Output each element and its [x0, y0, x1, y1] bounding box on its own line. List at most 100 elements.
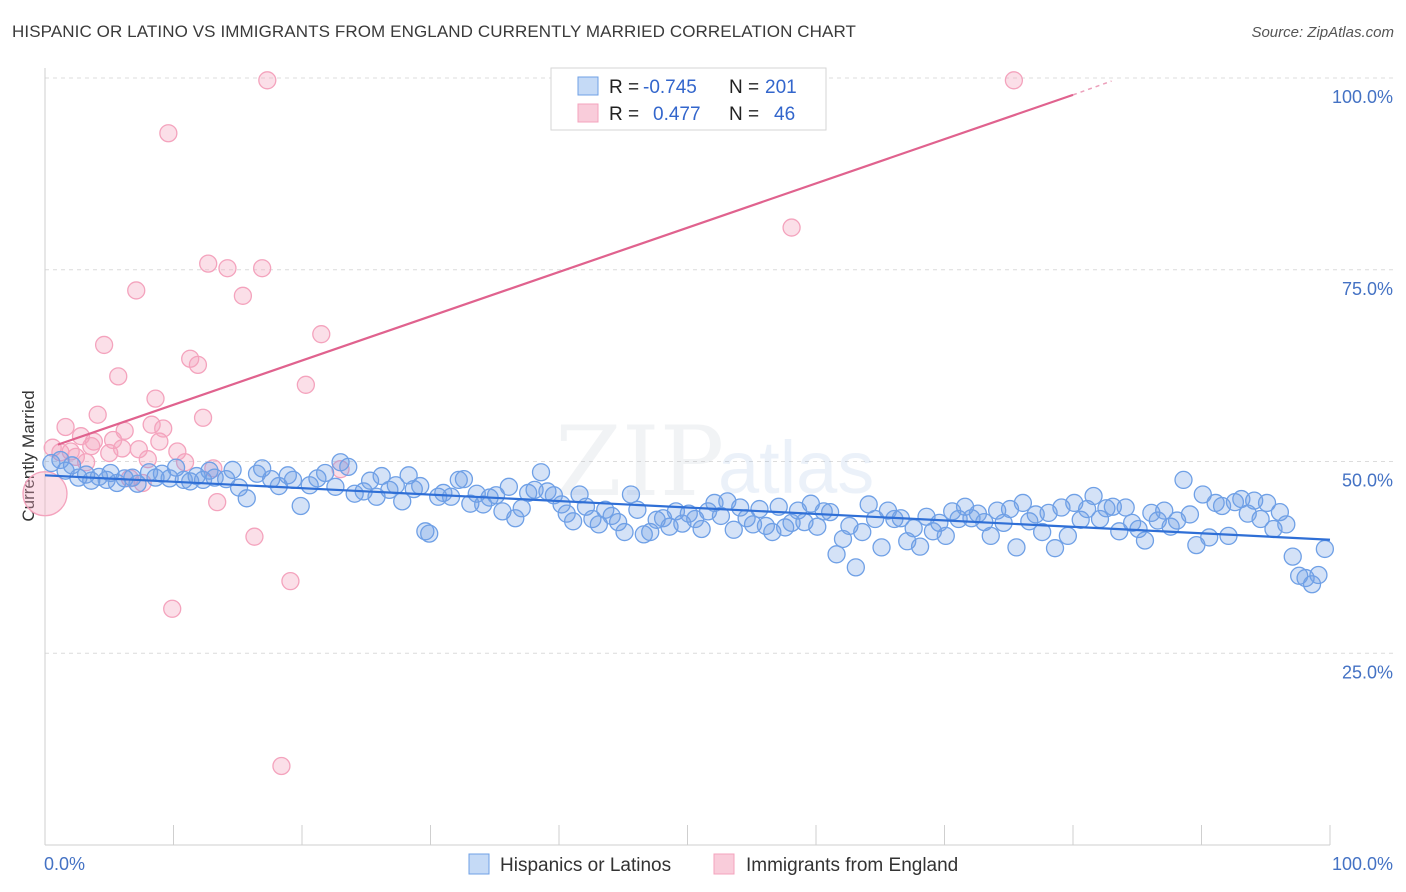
point-hispanic	[731, 498, 750, 517]
point-hispanic	[512, 499, 531, 518]
series-legend: Hispanics or Latinos Immigrants from Eng…	[468, 853, 958, 876]
point-england	[88, 405, 107, 424]
grid-lines	[45, 77, 1395, 654]
point-hispanic	[1251, 509, 1270, 529]
point-england	[193, 408, 213, 427]
y-tick-label: 75.0%	[1342, 279, 1393, 299]
y-tick-label: 50.0%	[1342, 471, 1393, 491]
point-hispanic	[808, 517, 827, 536]
point-hispanic	[1033, 522, 1052, 542]
point-hispanic	[339, 457, 358, 477]
legend-swatch-england	[713, 853, 735, 875]
point-hispanic	[291, 496, 310, 516]
watermark-atlas: atlas	[718, 426, 874, 509]
point-england	[94, 335, 114, 355]
point-hispanic	[1116, 498, 1135, 517]
point-england	[112, 439, 132, 458]
point-england	[175, 453, 195, 472]
legend-r-value-1: -0.745	[643, 77, 697, 98]
point-england	[56, 417, 75, 437]
point-hispanic	[486, 486, 506, 505]
point-hispanic	[1200, 528, 1219, 547]
y-tick-labels: 25.0% 50.0% 75.0% 100.0%	[1332, 87, 1393, 682]
point-england	[188, 355, 208, 375]
point-hispanic	[461, 494, 480, 513]
point-hispanic	[1180, 505, 1200, 524]
point-england	[296, 375, 316, 394]
point-england	[233, 286, 253, 305]
series-immigrants-from-england	[22, 71, 1024, 776]
legend-n-value-2: 46	[774, 104, 795, 125]
point-england	[159, 124, 178, 143]
point-england	[109, 367, 128, 386]
point-hispanic	[454, 469, 474, 489]
point-england	[281, 572, 300, 591]
legend-n-label-1: N =	[729, 77, 759, 98]
point-england	[312, 325, 331, 344]
point-hispanic	[1155, 501, 1174, 520]
point-england	[22, 471, 68, 517]
point-hispanic	[1007, 538, 1026, 557]
chart-title: HISPANIC OR LATINO VS IMMIGRANTS FROM EN…	[12, 22, 857, 41]
legend-r-value-2: 0.477	[653, 104, 701, 125]
trend-lines	[44, 80, 1331, 541]
point-hispanic	[506, 509, 525, 528]
point-hispanic	[544, 486, 564, 505]
point-hispanic	[420, 524, 439, 543]
point-hispanic	[1309, 565, 1328, 585]
point-hispanic	[1315, 539, 1335, 559]
point-hispanic	[563, 512, 583, 531]
point-hispanic	[936, 526, 955, 546]
point-hispanic	[372, 466, 391, 486]
point-hispanic	[326, 477, 345, 496]
x-tick-labels: 0.0% 100.0%	[44, 854, 1393, 874]
x-tick-label: 0.0%	[44, 854, 85, 874]
point-hispanic	[360, 471, 380, 490]
trend-line-hispanics	[44, 474, 1331, 541]
legend-r-label-2: R =	[609, 104, 639, 125]
point-england	[782, 218, 801, 237]
point-hispanic	[621, 485, 641, 504]
point-hispanic	[51, 450, 70, 470]
point-hispanic	[1058, 526, 1078, 546]
point-hispanic	[223, 460, 242, 480]
legend-label-hispanics: Hispanics or Latinos	[500, 855, 671, 876]
axes	[44, 68, 1331, 846]
point-hispanic	[1097, 499, 1116, 518]
legend-n-label-2: N =	[729, 104, 759, 125]
point-hispanic	[853, 522, 872, 542]
point-hispanic	[827, 545, 846, 564]
point-england	[253, 259, 272, 278]
point-hispanic	[1302, 575, 1322, 594]
point-hispanic	[865, 509, 885, 529]
point-hispanic	[1110, 522, 1129, 541]
point-hispanic	[981, 526, 1000, 546]
point-england	[84, 432, 103, 451]
legend-swatch-blue	[577, 76, 599, 96]
point-hispanic	[411, 476, 430, 496]
point-england	[163, 599, 182, 618]
point-hispanic	[247, 464, 267, 483]
watermark: ZIP atlas	[555, 406, 874, 518]
point-hispanic	[910, 537, 930, 556]
point-england	[218, 259, 237, 278]
point-hispanic	[449, 470, 468, 490]
point-hispanic	[1135, 531, 1155, 550]
point-england	[146, 389, 165, 408]
correlation-legend: R = -0.745 N = 201 R = 0.477 N = 46	[550, 67, 827, 131]
legend-swatch-hispanics	[468, 853, 490, 875]
point-hispanic	[692, 519, 711, 539]
point-hispanic	[1283, 547, 1302, 566]
point-hispanic	[101, 463, 120, 483]
point-england	[142, 415, 161, 434]
point-england	[154, 419, 173, 438]
point-hispanic	[474, 495, 493, 514]
point-hispanic	[608, 512, 628, 532]
point-hispanic	[1193, 485, 1212, 504]
point-england	[115, 421, 134, 440]
point-england	[199, 254, 218, 273]
point-hispanic	[237, 489, 256, 508]
point-hispanic	[1277, 515, 1296, 534]
point-england	[138, 450, 157, 469]
